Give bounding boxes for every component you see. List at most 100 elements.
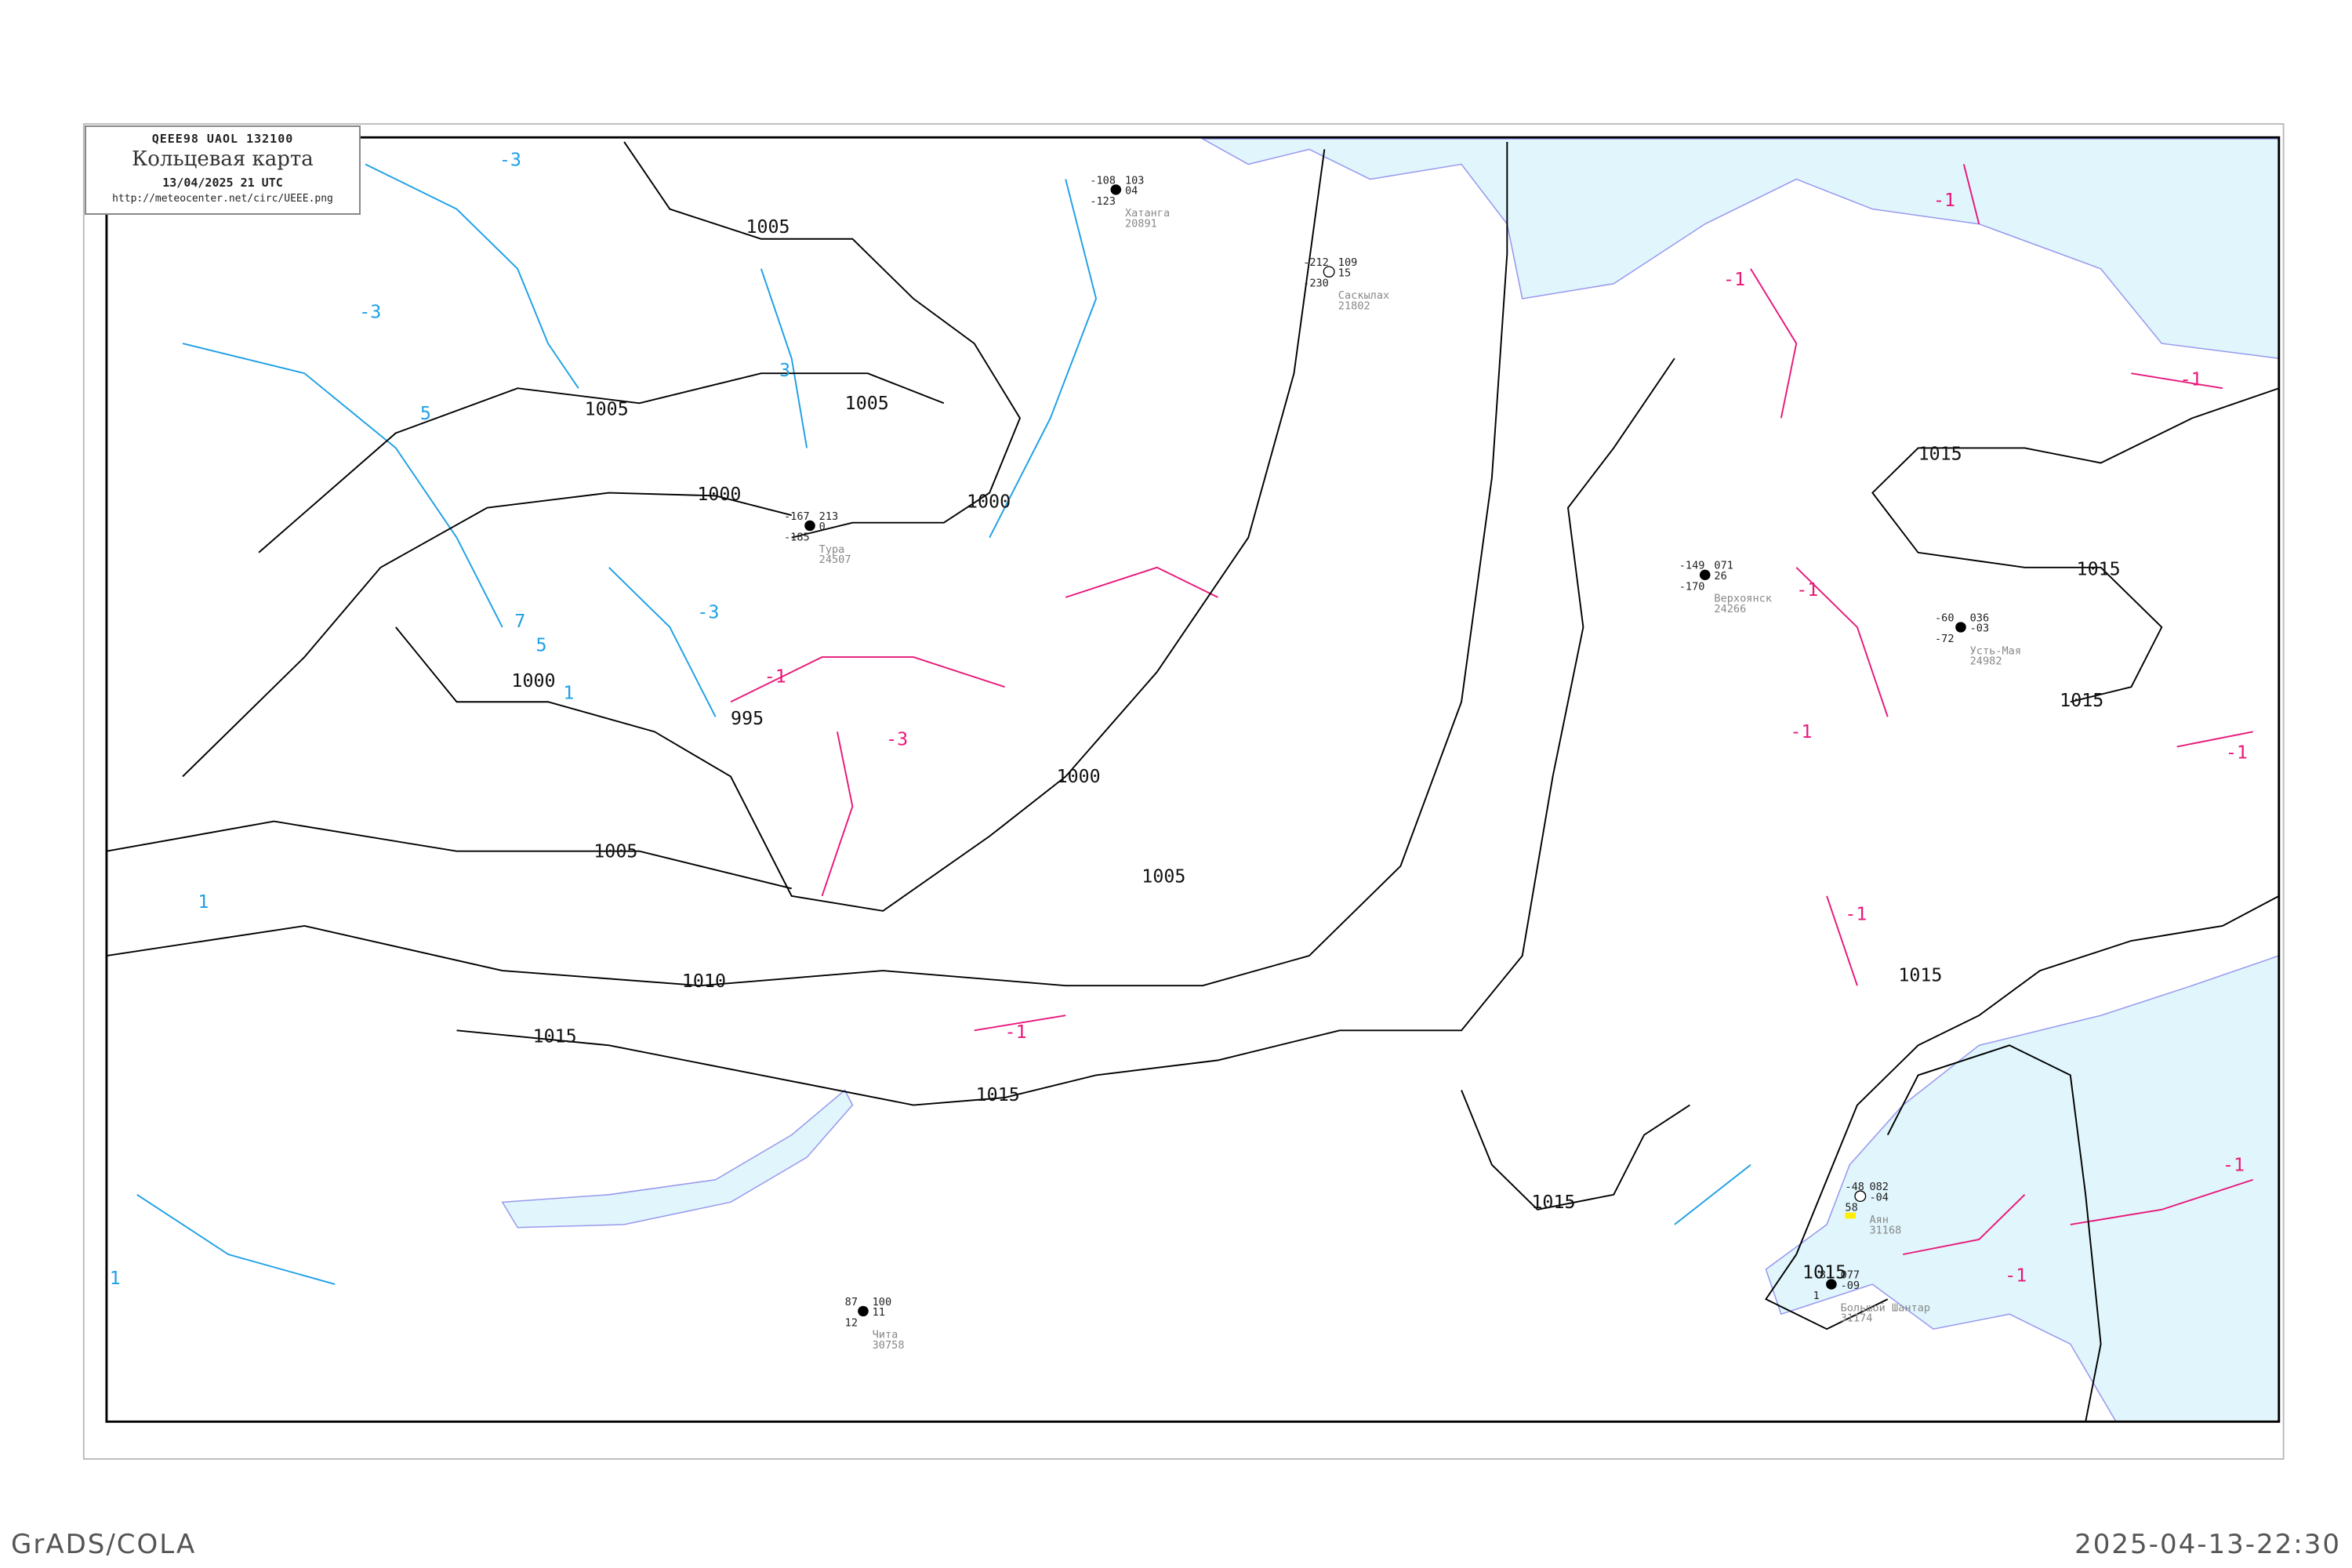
station-tendency: 04 — [1125, 186, 1138, 198]
stations: -108 103 -123 04 Хатанга 20891 -212 109 … — [784, 175, 2021, 1352]
isobars — [106, 141, 2280, 1422]
lake-baikal — [501, 1089, 854, 1229]
station-chita[interactable]: 87 100 12 11 Чита 30758 — [845, 1297, 905, 1352]
station-temp: -212 — [1303, 257, 1329, 269]
isotherm-label: 1 — [110, 1269, 121, 1289]
station-tendency: -04 — [1869, 1192, 1889, 1204]
isotherm-label: -1 — [2223, 1156, 2245, 1176]
isobar-label: 1015 — [1918, 445, 1962, 465]
station-temp: -108 — [1090, 175, 1116, 187]
station-id: 31168 — [1869, 1225, 1901, 1236]
station-ayan[interactable]: -48 082 58 -04 Аян 31168 — [1845, 1181, 1901, 1236]
station-saskylakh[interactable]: -212 109 -230 15 Саскылах 21802 — [1303, 257, 1389, 312]
station-temp: -149 — [1679, 561, 1705, 572]
station-name: Тура — [819, 544, 845, 556]
isobar-label: 1015 — [2077, 560, 2121, 580]
station-dewpoint: -123 — [1090, 196, 1116, 208]
station-pressure: 100 — [873, 1297, 892, 1308]
station-name: Чита — [873, 1330, 898, 1341]
isobar-label: 1015 — [533, 1027, 577, 1047]
map-datetime: 13/04/2025 21 UTC — [162, 176, 283, 190]
station-bolshoy-shantar[interactable]: -8 077 1 -09 Большой Шантар 31174 — [1813, 1270, 1930, 1325]
isotherm-label: -3 — [499, 151, 521, 171]
station-id: 20891 — [1125, 219, 1157, 230]
isotherm-label: -1 — [764, 667, 786, 688]
station-tura[interactable]: -167 213 -185 0 Тура 24507 — [784, 511, 851, 566]
station-temp: 87 — [845, 1297, 858, 1308]
isotherm-label: -1 — [1005, 1022, 1027, 1043]
isotherm-label: -1 — [1796, 580, 1818, 601]
isobar-label: 1000 — [1057, 767, 1101, 787]
isobar-label: 995 — [731, 709, 764, 729]
station-pressure: 036 — [1970, 612, 1990, 624]
station-name: Саскылах — [1338, 290, 1389, 302]
software-credit: GrADS/COLA — [11, 1529, 197, 1560]
map-frame — [105, 136, 2281, 1423]
station-dewpoint: 12 — [845, 1318, 858, 1330]
station-tendency: 11 — [873, 1307, 885, 1319]
isotherm-label: -1 — [1790, 722, 1812, 742]
station-id: 30758 — [873, 1340, 905, 1352]
isotherm-label: -1 — [1723, 270, 1745, 290]
station-khatanga[interactable]: -108 103 -123 04 Хатанга 20891 — [1090, 175, 1170, 230]
station-name: Верхоянск — [1714, 593, 1772, 605]
station-pressure: 077 — [1841, 1270, 1860, 1282]
isobar-label: 1015 — [1898, 966, 1942, 986]
isobar-label: 1015 — [976, 1085, 1020, 1105]
station-pressure: 109 — [1338, 257, 1358, 269]
isotherm-label: 5 — [535, 636, 546, 656]
map-title: Кольцевая карта — [132, 147, 314, 171]
station-dewpoint: 58 — [1845, 1203, 1857, 1214]
station-temp: -48 — [1845, 1181, 1864, 1193]
isotherm-label: -1 — [2226, 743, 2248, 764]
station-id: 21802 — [1338, 300, 1370, 312]
station-name: Аян — [1869, 1214, 1889, 1226]
isobar-label: 1005 — [1142, 867, 1185, 887]
station-pressure: 071 — [1714, 561, 1733, 572]
render-timestamp: 2025-04-13-22:30 — [2074, 1529, 2341, 1560]
station-dewpoint: -185 — [784, 532, 810, 544]
station-name: Усть-Мая — [1970, 645, 2021, 657]
isobar-label: 1005 — [585, 400, 629, 420]
isotherm-label: -3 — [697, 603, 719, 623]
isotherm-label: -1 — [1933, 191, 1955, 211]
isotherm-label: 3 — [779, 361, 790, 381]
isobar-label: 1015 — [2060, 691, 2103, 711]
station-pressure: 213 — [819, 511, 839, 523]
station-tendency: 0 — [819, 521, 826, 533]
station-pressure: 103 — [1125, 175, 1145, 187]
station-dewpoint: -230 — [1303, 278, 1329, 290]
station-ust-maya[interactable]: -60 036 -72 -03 Усть-Мая 24982 — [1935, 612, 2021, 667]
station-id: 24266 — [1714, 604, 1746, 615]
station-name: Хатанга — [1125, 208, 1170, 220]
isotherm-label: -3 — [359, 303, 381, 323]
station-name: Большой Шантар — [1841, 1302, 1930, 1314]
station-temp: -167 — [784, 511, 810, 523]
station-tendency: 15 — [1338, 267, 1351, 279]
isotherm-label: -1 — [1845, 905, 1867, 925]
isotherm-labels-positive: -3 -3 3 5 7 5 -3 1 1 1 — [110, 151, 790, 1289]
isobar-label: 1015 — [1531, 1192, 1575, 1213]
isotherms-positive — [136, 163, 1751, 1286]
isobar-label: 1015 — [1802, 1263, 1846, 1283]
isobar-label: 1005 — [845, 394, 889, 414]
station-tendency: -03 — [1970, 623, 1990, 635]
station-dewpoint: 1 — [1813, 1290, 1820, 1302]
isotherm-label: -3 — [886, 730, 908, 750]
isotherms-negative — [730, 164, 2254, 1255]
station-id: 24982 — [1970, 656, 2002, 668]
isotherm-label: -1 — [2180, 370, 2202, 390]
map-title-box: QEEE98 UAOL 132100 Кольцевая карта 13/04… — [85, 125, 361, 215]
isotherm-label: 7 — [514, 612, 525, 632]
isobar-label: 1010 — [682, 971, 726, 992]
isobar-label: 1005 — [593, 842, 637, 862]
station-verkhoyansk[interactable]: -149 071 -170 26 Верхоянск 24266 — [1679, 561, 1772, 615]
arctic-sea — [1200, 138, 2280, 360]
isotherm-label: 1 — [198, 892, 209, 913]
source-url: http://meteocenter.net/circ/UEEE.png — [112, 193, 333, 205]
isobar-label: 1005 — [746, 217, 789, 238]
station-dewpoint: -170 — [1679, 581, 1705, 593]
isobar-label: 1000 — [967, 492, 1011, 513]
station-id: 24507 — [819, 554, 851, 566]
